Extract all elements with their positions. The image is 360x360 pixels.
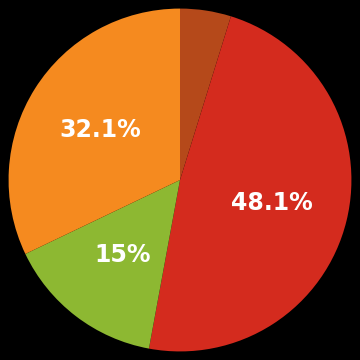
Text: 15%: 15% xyxy=(94,243,151,267)
Text: 32.1%: 32.1% xyxy=(59,118,141,142)
Wedge shape xyxy=(9,9,180,254)
Wedge shape xyxy=(180,9,231,180)
Wedge shape xyxy=(149,16,351,351)
Text: 48.1%: 48.1% xyxy=(231,190,312,215)
Wedge shape xyxy=(25,180,180,348)
